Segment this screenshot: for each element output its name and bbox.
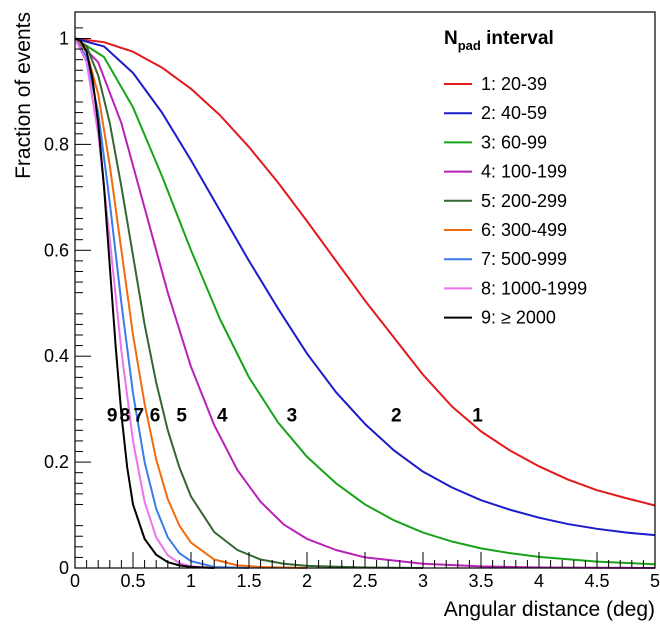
curve-label-1: 1	[472, 405, 483, 426]
x-tick-label: 0	[70, 571, 80, 591]
curve-label-8: 8	[120, 405, 131, 426]
legend-entry-9: 9: ≥ 2000	[481, 308, 556, 328]
y-tick-label: 0.4	[44, 346, 69, 366]
legend-entry-1: 1: 20-39	[481, 74, 547, 94]
y-tick-label: 0.2	[44, 452, 69, 472]
x-axis-title: Angular distance (deg)	[444, 598, 655, 621]
legend-entry-6: 6: 300-499	[481, 220, 567, 240]
tick-layer: 0 0.5 1 1.5 2 2.5 3 3.5 4 4.5 5 0 0.2 0.4 0.6 0.8 1	[44, 27, 660, 591]
x-tick-label: 2.5	[352, 571, 377, 591]
curve-label-9: 9	[107, 405, 118, 426]
x-tick-label: 3.5	[468, 571, 493, 591]
x-tick-label: 1.5	[236, 571, 261, 591]
series-line-4	[74, 37, 656, 569]
series-line-2	[74, 37, 656, 537]
curve-label-3: 3	[287, 405, 298, 426]
series-line-8	[74, 38, 215, 569]
legend-entry-4: 4: 100-199	[481, 162, 567, 182]
x-tick-label: 0.5	[120, 571, 145, 591]
series-line-9	[74, 37, 215, 569]
legend-entry-7: 7: 500-999	[481, 249, 567, 269]
legend-title: Npad interval	[444, 28, 554, 53]
x-tick-label: 5	[650, 571, 660, 591]
legend: Npad interval 1: 20-39 2: 40-59 3: 60-99 4: …	[444, 28, 587, 328]
x-tick-label: 1	[186, 571, 196, 591]
y-axis-title: Fraction of events	[12, 12, 35, 179]
curve-label-2: 2	[391, 405, 402, 426]
series-line-3	[74, 37, 656, 566]
series-line-5	[74, 37, 424, 569]
x-tick-label: 4	[534, 571, 544, 591]
y-tick-label: 0.8	[44, 134, 69, 154]
curve-label-4: 4	[217, 405, 228, 426]
y-tick-label: 0.6	[44, 240, 69, 260]
y-tick-label: 1	[59, 28, 69, 48]
y-tick-label: 0	[59, 558, 69, 578]
curve-label-7: 7	[134, 405, 145, 426]
legend-entry-3: 3: 60-99	[481, 132, 547, 152]
curve-label-6: 6	[150, 405, 161, 426]
legend-entry-8: 8: 1000-1999	[481, 278, 587, 298]
x-tick-label: 4.5	[584, 571, 609, 591]
legend-entry-2: 2: 40-59	[481, 103, 547, 123]
x-tick-label: 2	[302, 571, 312, 591]
series-line-1	[74, 37, 656, 507]
series-line-6	[74, 37, 308, 569]
x-tick-label: 3	[418, 571, 428, 591]
curve-label-5: 5	[176, 405, 187, 426]
legend-entry-5: 5: 200-299	[481, 191, 567, 211]
